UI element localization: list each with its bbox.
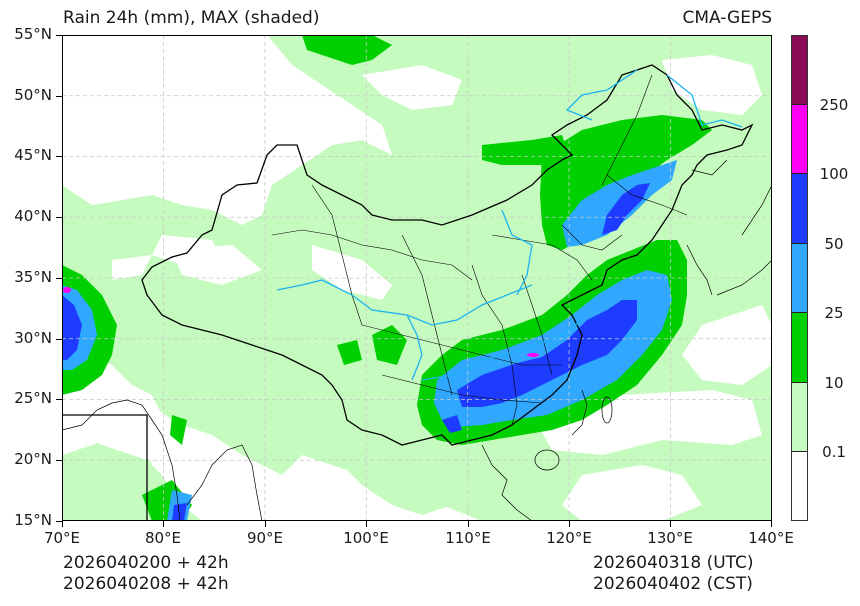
x-tick-label: 120°E bbox=[546, 529, 592, 547]
y-tick bbox=[56, 278, 62, 280]
x-tick bbox=[163, 521, 165, 527]
colorbar-segment-0.1-10 bbox=[791, 382, 808, 452]
x-tick bbox=[468, 521, 470, 527]
colorbar-label: 50 bbox=[824, 235, 844, 253]
colorbar-segment-100-250 bbox=[791, 104, 808, 174]
y-tick-label: 45°N bbox=[14, 146, 52, 164]
y-tick bbox=[56, 339, 62, 341]
colorbar-segment-10-25 bbox=[791, 312, 808, 382]
y-tick-label: 50°N bbox=[14, 86, 52, 104]
y-tick bbox=[56, 35, 62, 37]
x-tick-label: 90°E bbox=[246, 529, 284, 547]
y-tick bbox=[56, 460, 62, 462]
model-name: CMA-GEPS bbox=[682, 8, 772, 28]
x-tick bbox=[366, 521, 368, 527]
rain-layer-50-100 bbox=[62, 183, 650, 521]
y-tick bbox=[56, 399, 62, 401]
colorbar-label: 10 bbox=[824, 374, 844, 392]
x-tick bbox=[62, 521, 64, 527]
y-tick-label: 55°N bbox=[14, 25, 52, 43]
valid-time-block: 2026040318 (UTC) 2026040402 (CST) bbox=[593, 553, 754, 595]
colorbar-label: 250 bbox=[819, 96, 849, 114]
coastlines bbox=[62, 159, 772, 521]
x-tick bbox=[670, 521, 672, 527]
colorbar-segment-25-50 bbox=[791, 243, 808, 313]
x-tick-label: 100°E bbox=[343, 529, 389, 547]
y-tick-label: 40°N bbox=[14, 207, 52, 225]
y-tick-label: 25°N bbox=[14, 389, 52, 407]
colorbar-segment-gt250 bbox=[791, 35, 808, 105]
precipitation-map bbox=[62, 35, 772, 521]
map-canvas bbox=[62, 35, 772, 521]
colorbar-label: 25 bbox=[824, 304, 844, 322]
y-tick bbox=[56, 217, 62, 219]
x-tick-label: 110°E bbox=[445, 529, 491, 547]
graticule bbox=[62, 35, 772, 521]
y-tick-label: 15°N bbox=[14, 511, 52, 529]
colorbar-label: 0.1 bbox=[822, 443, 846, 461]
y-tick bbox=[56, 156, 62, 158]
province-borders bbox=[271, 74, 688, 426]
y-tick-label: 35°N bbox=[14, 268, 52, 286]
init-time-cst: 2026040208 + 42h bbox=[63, 574, 229, 594]
x-tick-label: 70°E bbox=[43, 529, 81, 547]
y-tick bbox=[56, 96, 62, 98]
y-tick bbox=[56, 521, 62, 523]
rain-layer-100-250 bbox=[63, 287, 539, 357]
y-tick-label: 30°N bbox=[14, 329, 52, 347]
colorbar-segment-50-100 bbox=[791, 173, 808, 243]
init-time-utc: 2026040200 + 42h bbox=[63, 553, 229, 573]
x-tick bbox=[265, 521, 267, 527]
valid-time-cst: 2026040402 (CST) bbox=[593, 574, 753, 594]
x-tick-label: 140°E bbox=[748, 529, 794, 547]
x-tick bbox=[771, 521, 773, 527]
init-time-block: 2026040200 + 42h 2026040208 + 42h bbox=[63, 553, 229, 595]
y-tick-label: 20°N bbox=[14, 450, 52, 468]
rivers bbox=[276, 69, 743, 381]
x-tick-label: 130°E bbox=[647, 529, 693, 547]
colorbar-label: 100 bbox=[819, 165, 849, 183]
colorbar bbox=[791, 35, 808, 521]
chart-title: Rain 24h (mm), MAX (shaded) bbox=[63, 8, 320, 28]
valid-time-utc: 2026040318 (UTC) bbox=[593, 553, 754, 573]
x-tick-label: 80°E bbox=[144, 529, 182, 547]
x-tick bbox=[569, 521, 571, 527]
colorbar-segment-lt0.1 bbox=[791, 451, 808, 521]
country-border bbox=[141, 64, 754, 446]
